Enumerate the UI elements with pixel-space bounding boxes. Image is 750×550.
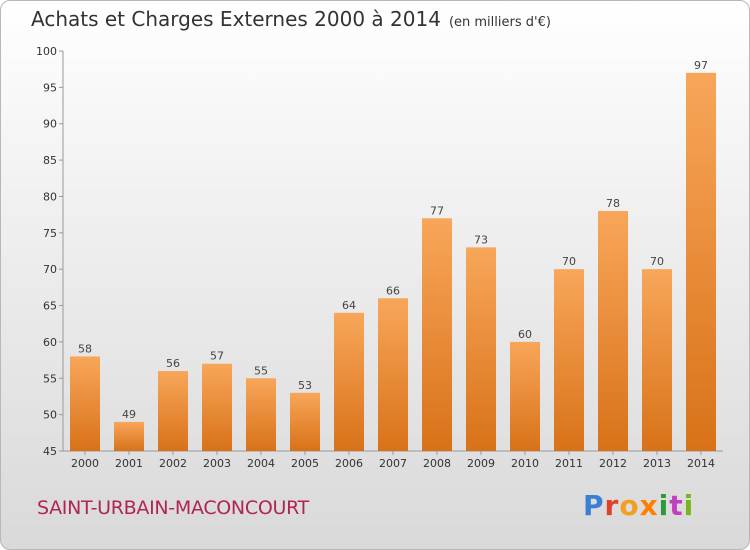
- value-label-2011: 70: [562, 255, 576, 268]
- y-tick-label: 100: [36, 45, 57, 58]
- x-tick-label: 2003: [203, 457, 231, 470]
- value-label-2000: 58: [78, 342, 92, 355]
- y-tick-label: 60: [43, 336, 57, 349]
- x-tick-label: 2014: [687, 457, 715, 470]
- x-tick-label: 2013: [643, 457, 671, 470]
- x-tick-label: 2004: [247, 457, 275, 470]
- x-tick-label: 2012: [599, 457, 627, 470]
- value-label-2014: 97: [694, 59, 708, 72]
- bar-2000: [70, 356, 100, 451]
- value-labels: 58 49 56 57 55 53 64 66 77 73 60 70 78 70 97: [78, 59, 708, 421]
- x-tick-label: 2008: [423, 457, 451, 470]
- bar-2001: [114, 421, 144, 451]
- logo-letter: t: [669, 489, 684, 522]
- value-label-2006: 64: [342, 299, 356, 312]
- x-tick-label: 2011: [555, 457, 583, 470]
- x-tick-label: 2007: [379, 457, 407, 470]
- x-tick-label: 2010: [511, 457, 539, 470]
- value-label-2009: 73: [474, 233, 488, 246]
- y-tick-label: 75: [43, 227, 57, 240]
- bar-2012: [598, 211, 628, 451]
- y-tick-label: 85: [43, 154, 57, 167]
- value-label-2012: 78: [606, 197, 620, 210]
- value-label-2008: 77: [430, 204, 444, 217]
- logo-letter: i: [658, 489, 670, 522]
- value-label-2007: 66: [386, 284, 400, 297]
- y-tick-label: 90: [43, 118, 57, 131]
- logo-letter: x: [639, 489, 659, 522]
- x-tick-label: 2005: [291, 457, 319, 470]
- value-label-2002: 56: [166, 357, 180, 370]
- y-tick-label: 55: [43, 372, 57, 385]
- x-tick-label: 2006: [335, 457, 363, 470]
- chart-title: Achats et Charges Externes 2000 à 2014 (e…: [31, 7, 551, 31]
- x-tick-label: 2000: [71, 457, 99, 470]
- logo-letter: r: [604, 489, 620, 522]
- value-label-2004: 55: [254, 364, 268, 377]
- bar-2011: [554, 269, 584, 451]
- logo-letter: o: [619, 489, 640, 522]
- x-tick-label: 2002: [159, 457, 187, 470]
- y-tick-label: 95: [43, 81, 57, 94]
- y-tick-label: 65: [43, 300, 57, 313]
- y-tick-label: 70: [43, 263, 57, 276]
- y-tick-label: 45: [43, 445, 57, 458]
- y-tick-label: 50: [43, 409, 57, 422]
- bar-2013: [642, 269, 672, 451]
- logo-letter: i: [683, 489, 695, 522]
- bar-2003: [202, 363, 232, 451]
- x-tick-label: 2009: [467, 457, 495, 470]
- bar-2008: [422, 218, 452, 451]
- bar-2010: [510, 341, 540, 451]
- bars: [70, 72, 716, 452]
- y-tick-label: 80: [43, 190, 57, 203]
- logo-letter: P: [583, 489, 605, 522]
- chart-unit: (en milliers d'€): [448, 15, 551, 30]
- value-label-2005: 53: [298, 379, 312, 392]
- bar-2004: [246, 378, 276, 451]
- value-label-2003: 57: [210, 350, 224, 363]
- axes: 45 50 55 60 65 70 75 80 85 90 95 100 2000 2001 2002 200…: [36, 45, 723, 470]
- value-label-2010: 60: [518, 328, 532, 341]
- x-tick-label: 2001: [115, 457, 143, 470]
- value-label-2001: 49: [122, 408, 136, 421]
- chart-title-text: Achats et Charges Externes 2000 à 2014: [31, 7, 441, 31]
- bar-2002: [158, 371, 188, 451]
- bar-2007: [378, 298, 408, 451]
- bar-2009: [466, 247, 496, 451]
- commune-name: SAINT-URBAIN-MACONCOURT: [37, 497, 309, 519]
- proxiti-logo[interactable]: Proxiti: [583, 489, 694, 522]
- bar-2005: [290, 392, 320, 451]
- bar-2006: [334, 312, 364, 451]
- bar-2014: [686, 72, 716, 452]
- value-label-2013: 70: [650, 255, 664, 268]
